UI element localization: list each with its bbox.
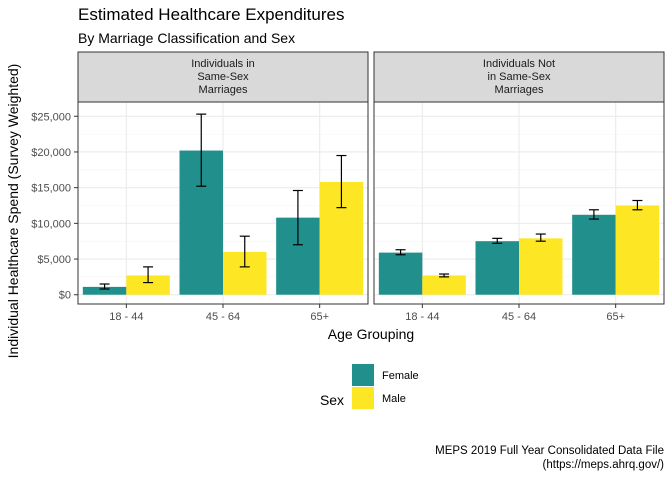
facet-strip [373, 51, 665, 103]
y-tick-label: $25,000 [31, 111, 71, 123]
facet-label: Same-Sex [197, 71, 249, 83]
facet-label: Individuals Not [483, 58, 555, 70]
x-tick-label: 65+ [310, 311, 329, 323]
panel-border [373, 101, 665, 305]
y-tick-label: $5,000 [37, 254, 71, 266]
bar-male [126, 275, 170, 295]
legend-title: Sex [320, 392, 344, 408]
panel-border [77, 101, 369, 305]
x-tick-label: 18 - 44 [405, 311, 439, 323]
legend-label: Male [382, 393, 406, 405]
bar-female [475, 241, 519, 295]
legend-key-male [352, 387, 374, 409]
legend-label: Female [382, 370, 419, 382]
x-tick-label: 65+ [606, 311, 625, 323]
y-tick-label: $15,000 [31, 183, 71, 195]
facet-label: Individuals in [191, 58, 255, 70]
bar-male [519, 238, 563, 295]
y-tick-label: $10,000 [31, 218, 71, 230]
facet-label: in Same-Sex [488, 71, 551, 83]
legend-key-female [352, 364, 374, 386]
y-axis-title: Individual Healthcare Spend (Survey Weig… [5, 64, 21, 359]
x-tick-label: 45 - 64 [206, 311, 240, 323]
facet-label: Marriages [495, 84, 544, 96]
bar-male [615, 205, 660, 295]
y-tick-label: $20,000 [31, 147, 71, 159]
bar-female [82, 286, 127, 295]
facet-label: Marriages [199, 84, 248, 96]
y-tick-label: $0 [59, 290, 71, 302]
bar-male [422, 275, 466, 295]
bar-female [572, 214, 616, 295]
x-tick-label: 45 - 64 [502, 311, 536, 323]
chart-subtitle: By Marriage Classification and Sex [78, 30, 296, 46]
bar-female [378, 252, 423, 295]
chart-caption: MEPS 2019 Full Year Consolidated Data Fi… [435, 445, 664, 471]
chart-title: Estimated Healthcare Expenditures [78, 5, 345, 24]
x-tick-label: 18 - 44 [109, 311, 143, 323]
x-axis-title: Age Grouping [328, 326, 414, 342]
